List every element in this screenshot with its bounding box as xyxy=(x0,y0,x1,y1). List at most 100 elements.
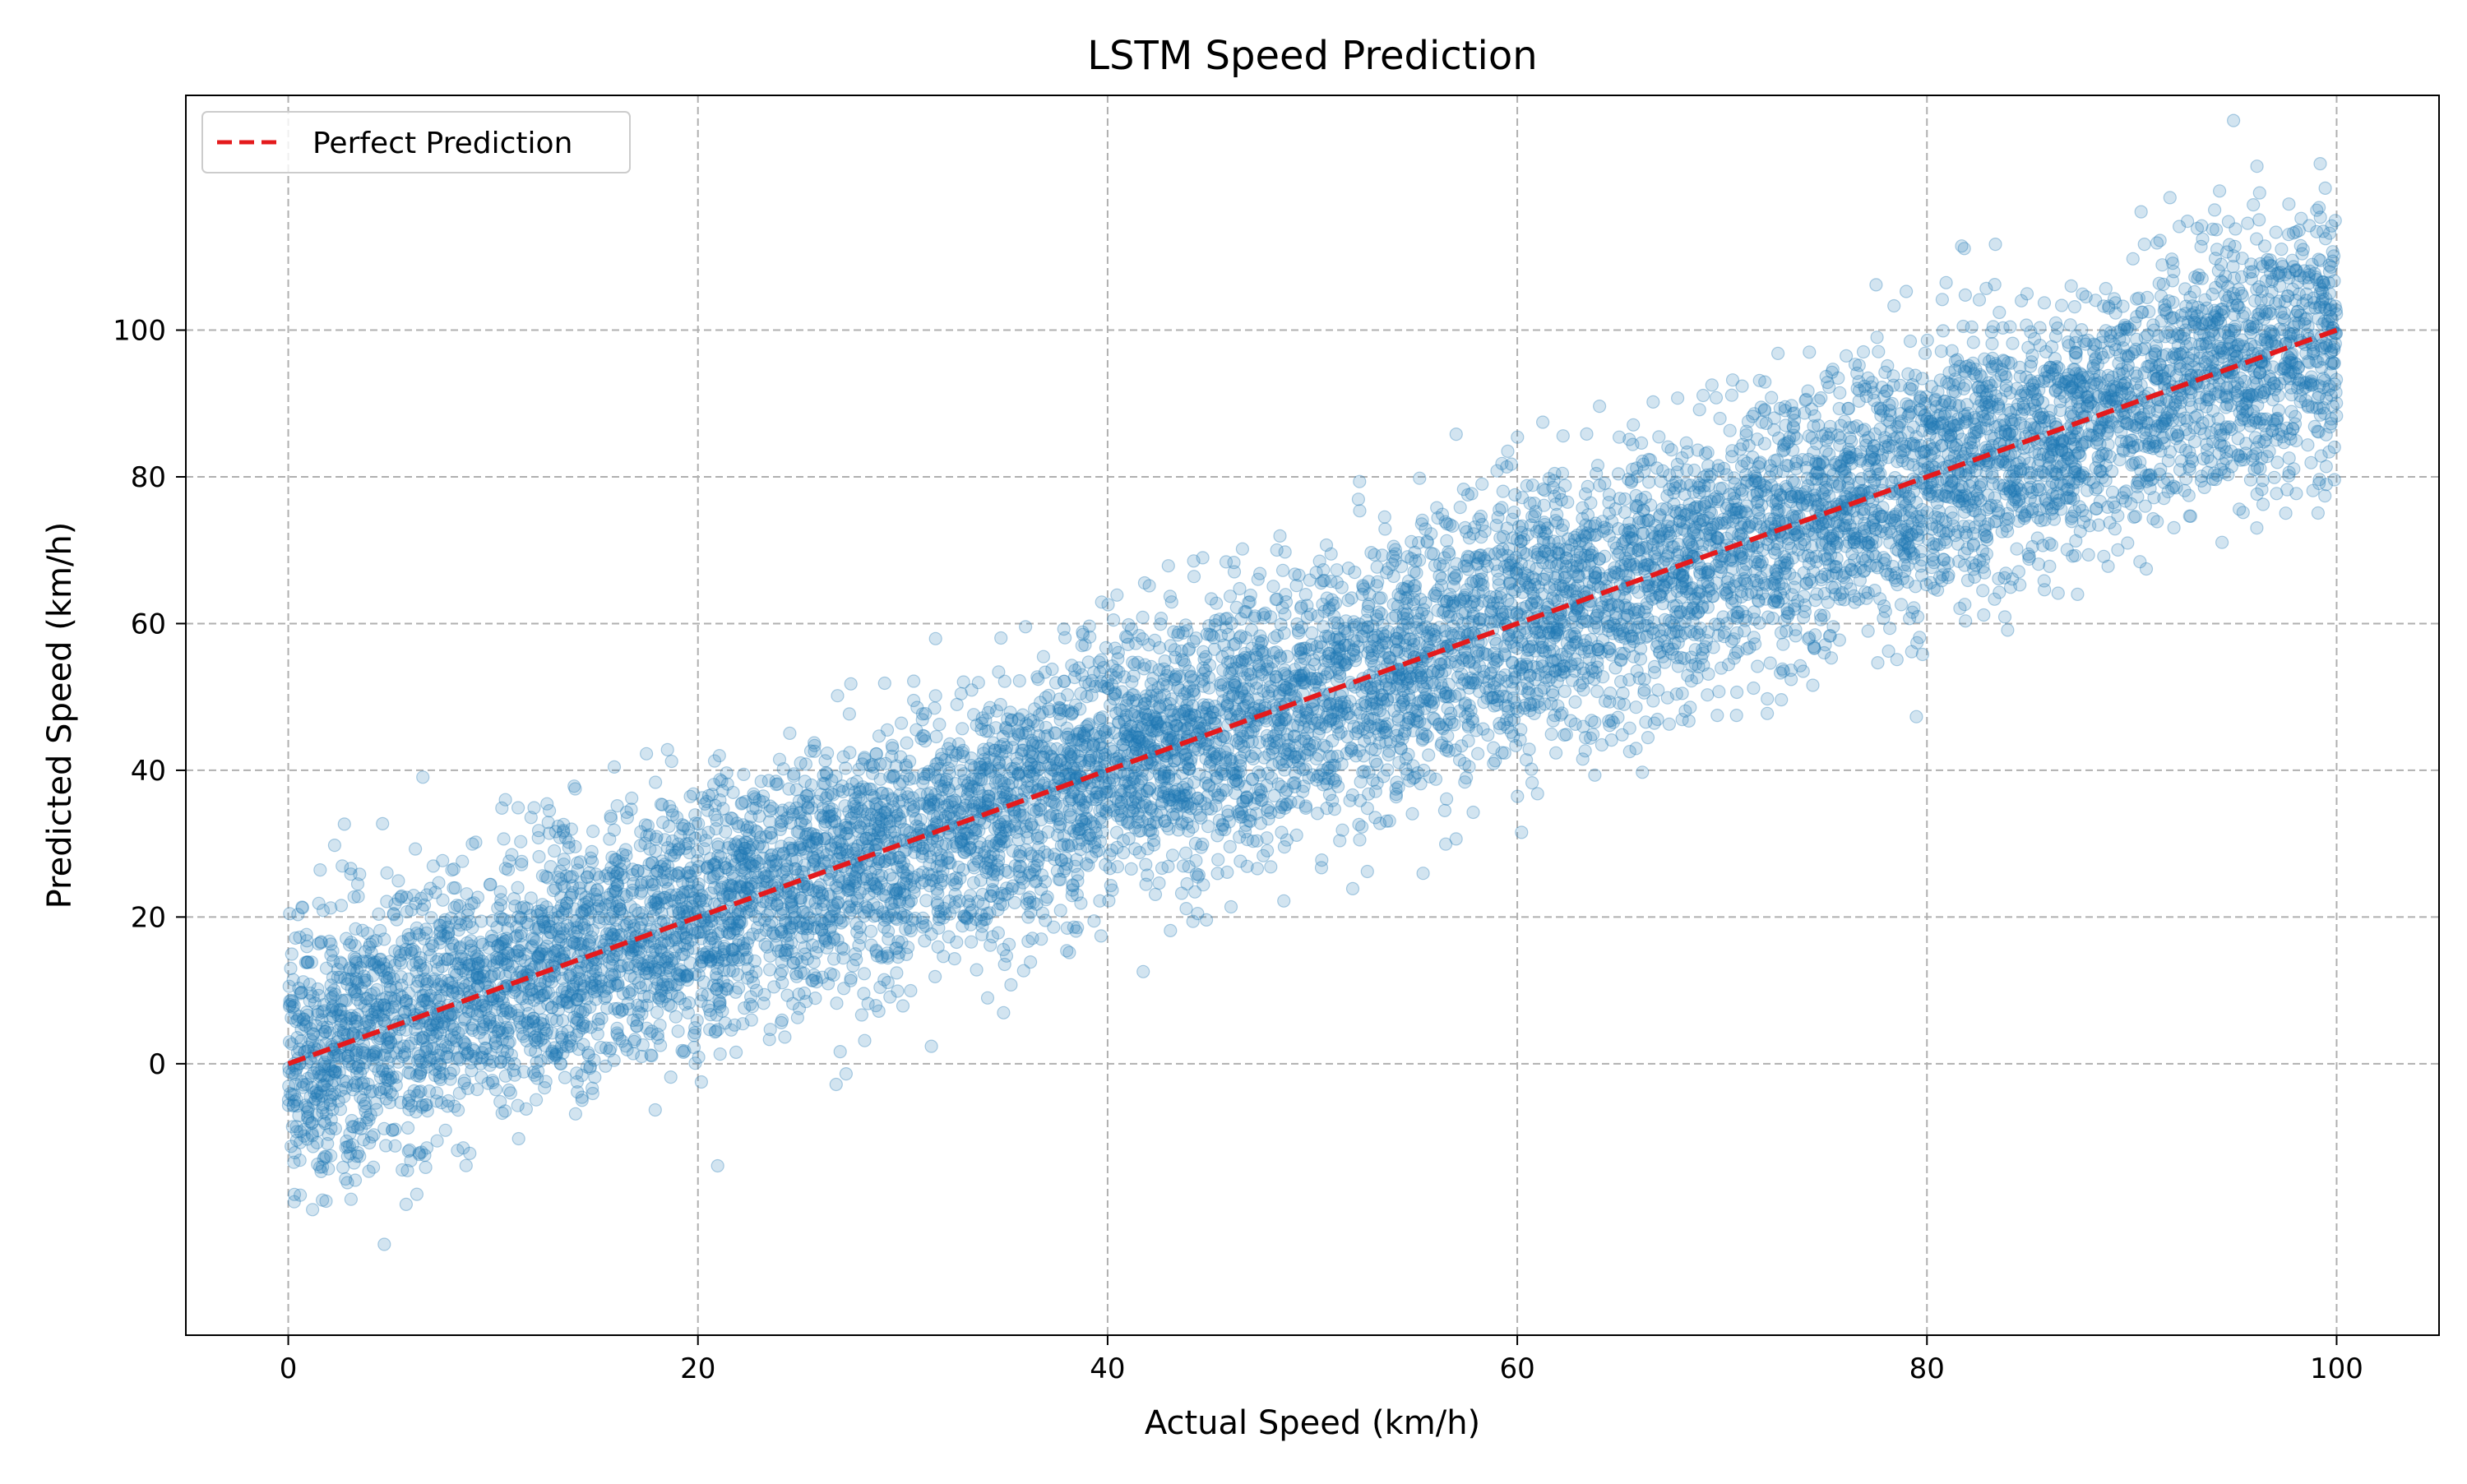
scatter-point xyxy=(1438,804,1451,816)
scatter-point xyxy=(1909,580,1922,593)
scatter-point xyxy=(1545,728,1557,741)
scatter-point xyxy=(1414,472,1426,484)
scatter-point xyxy=(1441,793,1453,805)
scatter-point xyxy=(1224,840,1236,853)
scatter-point xyxy=(1710,391,1723,404)
scatter-point xyxy=(1581,428,1593,440)
scatter-point xyxy=(1378,511,1391,523)
scatter-point xyxy=(733,982,745,994)
scatter-point xyxy=(2302,439,2314,451)
scatter-point xyxy=(1293,796,1305,808)
scatter-point xyxy=(1858,346,1870,358)
scatter-point xyxy=(1642,732,1655,744)
scatter-point xyxy=(1236,543,1248,555)
scatter-point xyxy=(886,750,898,762)
scatter-point xyxy=(738,768,750,780)
scatter-point xyxy=(925,1040,937,1052)
scatter-point xyxy=(1663,718,1675,730)
scatter-point xyxy=(1153,877,1165,890)
scatter-point xyxy=(1013,675,1025,687)
scatter-point xyxy=(516,858,528,871)
scatter-point xyxy=(840,762,852,774)
scatter-point xyxy=(1111,826,1123,839)
scatter-point xyxy=(908,675,920,687)
scatter-point xyxy=(1603,715,1615,728)
scatter-point xyxy=(1425,548,1437,560)
scatter-point xyxy=(1772,347,1784,359)
scatter-point xyxy=(1872,345,1885,358)
scatter-point xyxy=(855,1009,868,1021)
scatter-point xyxy=(1442,702,1454,714)
scatter-point xyxy=(1035,933,1048,945)
scatter-point xyxy=(1111,589,1123,601)
scatter-point xyxy=(328,839,340,852)
scatter-point xyxy=(1379,523,1391,535)
scatter-point xyxy=(1321,539,1333,552)
scatter-point xyxy=(730,1046,743,1058)
scatter-point xyxy=(1579,745,1591,757)
scatter-point xyxy=(314,864,326,876)
scatter-point xyxy=(1108,614,1120,626)
scatter-point xyxy=(337,1161,349,1173)
scatter-point xyxy=(905,985,917,997)
scatter-point xyxy=(1672,392,1684,405)
scatter-point xyxy=(859,968,871,980)
scatter-point xyxy=(845,677,857,690)
scatter-point xyxy=(1986,338,1998,350)
scatter-point xyxy=(859,1034,871,1047)
scatter-point xyxy=(1936,294,1948,306)
scatter-point xyxy=(1550,747,1562,759)
scatter-point xyxy=(2319,182,2331,194)
scatter-point xyxy=(1977,585,1989,597)
scatter-point xyxy=(2319,490,2331,502)
scatter-point xyxy=(2305,456,2317,469)
scatter-point xyxy=(1910,710,1923,723)
scatter-point xyxy=(1761,707,1774,719)
scatter-point xyxy=(1604,687,1617,700)
scatter-point xyxy=(882,925,895,937)
scatter-point xyxy=(1636,437,1648,449)
scatter-point xyxy=(1331,564,1343,576)
scatter-point xyxy=(1619,493,1632,506)
scatter-point xyxy=(1345,592,1358,604)
scatter-point xyxy=(392,875,405,887)
scatter-point xyxy=(1164,640,1177,652)
scatter-point xyxy=(968,876,980,889)
scatter-point xyxy=(1680,437,1692,449)
scatter-point xyxy=(1914,560,1927,572)
scatter-point xyxy=(1803,346,1816,358)
scatter-point xyxy=(1727,374,1739,386)
scatter-point xyxy=(1162,560,1174,572)
scatter-point xyxy=(496,1107,508,1120)
scatter-point xyxy=(891,985,904,997)
scatter-point xyxy=(2228,114,2240,127)
scatter-point xyxy=(920,895,933,907)
scatter-point xyxy=(307,1204,319,1216)
scatter-point xyxy=(1988,279,2001,291)
scatter-point xyxy=(830,1079,842,1091)
scatter-point xyxy=(843,708,855,720)
scatter-point xyxy=(1212,853,1224,866)
scatter-point xyxy=(1347,882,1359,895)
scatter-point xyxy=(1106,884,1118,896)
scatter-point xyxy=(1766,391,1778,404)
scatter-point xyxy=(1647,395,1659,408)
scatter-point xyxy=(1164,924,1177,936)
scatter-point xyxy=(1912,611,1924,623)
scatter-point xyxy=(2285,405,2298,418)
scatter-point xyxy=(1904,382,1916,395)
scatter-point xyxy=(838,982,850,995)
scatter-point xyxy=(1905,335,1917,348)
scatter-point xyxy=(2004,321,2016,333)
scatter-point xyxy=(1095,930,1107,942)
scatter-point xyxy=(1594,400,1606,413)
scatter-point xyxy=(840,1068,852,1080)
scatter-point xyxy=(1711,710,1724,722)
scatter-point xyxy=(1156,862,1169,875)
scatter-point xyxy=(1417,867,1429,880)
scatter-point xyxy=(831,690,844,702)
scatter-point xyxy=(1472,747,1484,760)
scatter-point xyxy=(1361,866,1373,878)
